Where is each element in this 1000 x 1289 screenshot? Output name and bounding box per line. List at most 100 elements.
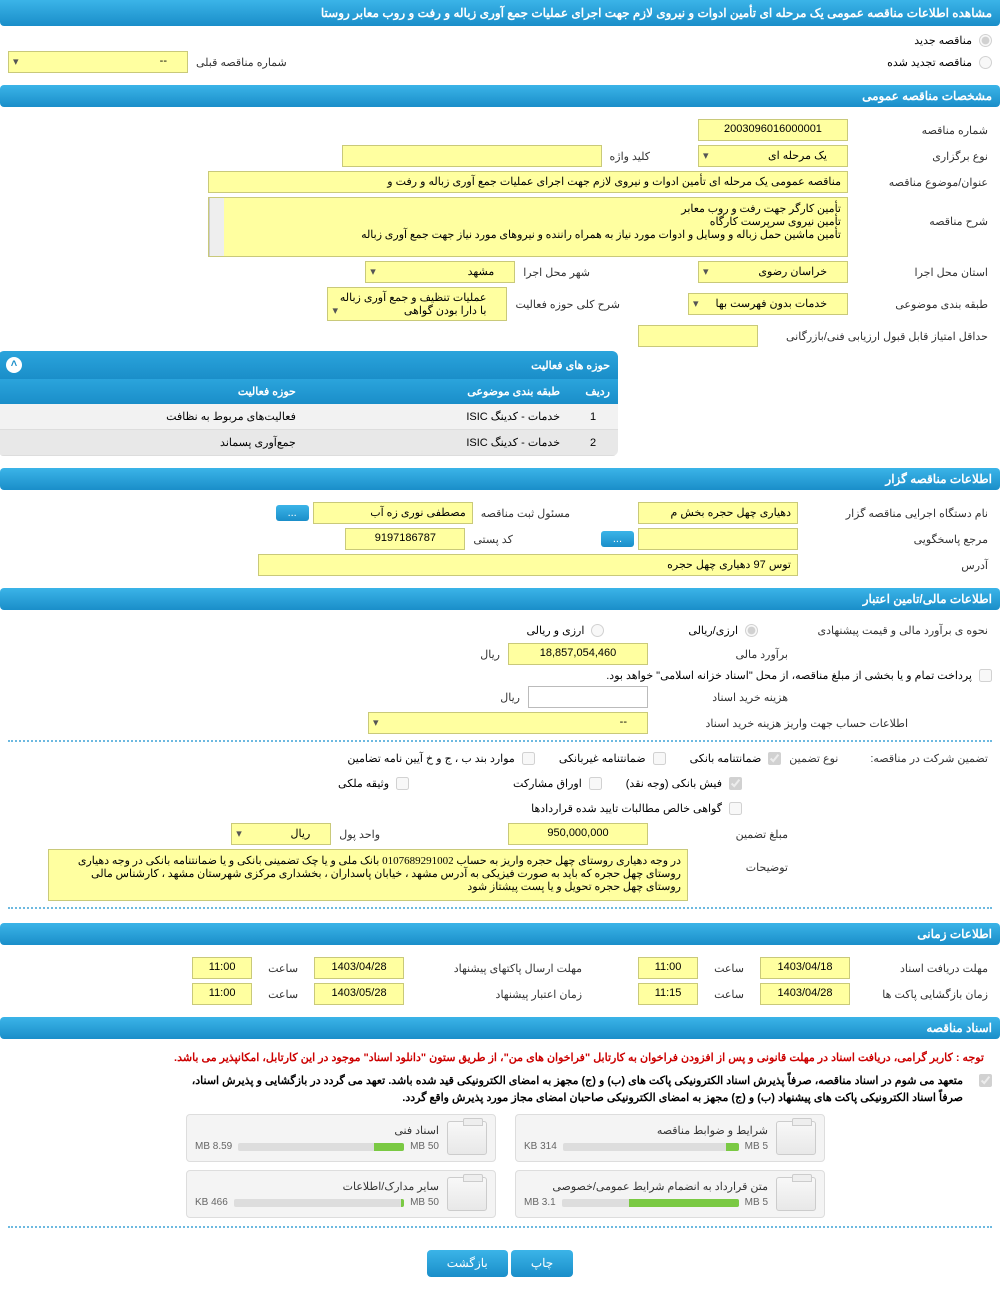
file-progress: [563, 1143, 739, 1151]
folder-icon: [776, 1177, 816, 1211]
estimate-label: برآورد مالی: [652, 646, 792, 663]
postal-field: 9197186787: [345, 528, 465, 550]
open-label: زمان بازگشایی پاکت ها: [862, 986, 992, 1003]
docs-notice-2b: صرفاً اسناد الکترونیکی پاکت های پیشنهاد …: [8, 1089, 971, 1106]
open-time: 11:15: [638, 983, 698, 1005]
file-size: 466 KB: [195, 1197, 228, 1208]
activity-scope-select[interactable]: عملیات تنظیف و جمع آوری زباله با دارا بو…: [327, 287, 507, 321]
chk-oragh[interactable]: اوراق مشارکت: [513, 777, 602, 790]
hour-label-2: ساعت: [264, 960, 302, 977]
doc-fee-field[interactable]: [528, 686, 648, 708]
file-max: 50 MB: [410, 1197, 439, 1208]
chk-melki[interactable]: وثیقه ملکی: [338, 777, 409, 790]
validity-date: 1403/05/28: [314, 983, 404, 1005]
docs-notice-2a: متعهد می شوم در اسناد مناقصه، صرفاً پذیر…: [8, 1072, 971, 1089]
guarantee-amount: 950,000,000: [508, 823, 648, 845]
guarantee-notes[interactable]: در وجه دهیاری روستای چهل حجره واریز به ح…: [48, 849, 688, 901]
folder-icon: [447, 1121, 487, 1155]
description-textarea[interactable]: تأمین کارگر جهت رفت و روب معابر تأمین نی…: [208, 197, 848, 257]
registrf-field: مصطفی نوری زه آب: [313, 502, 473, 524]
guarantee-type-label: نوع تضمین: [785, 750, 842, 767]
file-size: 3.1 MB: [524, 1197, 556, 1208]
postal-label: کد پستی: [469, 531, 516, 548]
col-category: طبقه بندی موضوعی: [304, 379, 568, 404]
subject-label: عنوان/موضوع مناقصه: [852, 174, 992, 191]
open-date: 1403/04/28: [760, 983, 850, 1005]
file-title: سایر مدارک/اطلاعات: [195, 1180, 439, 1193]
prev-number-select[interactable]: --: [8, 51, 188, 73]
registrar-more-button[interactable]: ...: [276, 505, 309, 521]
account-select[interactable]: --: [368, 712, 648, 734]
section-docs: اسناد مناقصه: [0, 1017, 1000, 1039]
participation-label: تضمین شرکت در مناقصه:: [866, 750, 992, 767]
subject-field[interactable]: مناقصه عمومی یک مرحله ای تأمین ادوات و ن…: [208, 171, 848, 193]
folder-icon: [447, 1177, 487, 1211]
org-name-label: نام دستگاه اجرایی مناقصه گزار: [802, 505, 992, 522]
file-card[interactable]: شرایط و ضوابط مناقصه 5 MB 314 KB: [515, 1114, 825, 1162]
file-max: 5 MB: [745, 1141, 768, 1152]
chk-nonbank[interactable]: ضمانتنامه غیربانکی: [559, 752, 666, 765]
registrar-label: مسئول ثبت مناقصه: [477, 505, 574, 522]
validity-label: زمان اعتبار پیشنهاد: [416, 986, 586, 1003]
chk-bjk[interactable]: موارد بند ب ، ج و خ آیین نامه تضامین: [347, 752, 534, 765]
radio-new-tender[interactable]: مناقصه جدید: [914, 34, 992, 47]
section-general: مشخصات مناقصه عمومی: [0, 85, 1000, 107]
province-select[interactable]: خراسان رضوی: [698, 261, 848, 283]
estimate-method-label: نحوه ی برآورد مالی و قیمت پیشنهادی: [762, 622, 992, 639]
table-row: 1خدمات - کدینگ ISICفعالیت‌های مربوط به ن…: [0, 404, 618, 430]
address-field[interactable]: توس 97 دهیاری چهل حجره: [258, 554, 798, 576]
radio-renewed-label: مناقصه تجدید شده: [887, 56, 972, 69]
docs-notice-1: توجه : کاربر گرامی، دریافت اسناد در مهلت…: [8, 1047, 992, 1068]
category-label: طبقه بندی موضوعی: [852, 296, 992, 313]
category-select[interactable]: خدمات بدون فهرست بها: [688, 293, 848, 315]
activity-table-title: حوزه های فعالیت: [30, 351, 618, 379]
file-progress: [234, 1199, 404, 1207]
guarantee-unit-select[interactable]: ریال: [231, 823, 331, 845]
doc-fee-label: هزینه خرید اسناد: [652, 689, 792, 706]
hour-label-4: ساعت: [264, 986, 302, 1003]
table-row: 2خدمات - کدینگ ISICجمع‌آوری پسماند: [0, 430, 618, 456]
file-size: 8.59 MB: [195, 1141, 232, 1152]
radio-arzi-va-riali[interactable]: ارزی و ریالی: [526, 624, 604, 637]
guarantee-unit-label: واحد پول: [335, 826, 384, 843]
chk-treasury[interactable]: پرداخت تمام و یا بخشی از مبلغ مناقصه، از…: [606, 669, 992, 682]
file-card[interactable]: متن قرارداد به انضمام شرایط عمومی/خصوصی …: [515, 1170, 825, 1218]
chk-contract[interactable]: گواهی خالص مطالبات تایید شده قراردادها: [531, 802, 742, 815]
city-select[interactable]: مشهد: [365, 261, 515, 283]
radio-arzi-riali[interactable]: ارزی/ریالی: [688, 624, 758, 637]
back-button[interactable]: بازگشت: [427, 1250, 508, 1277]
prev-number-label: شماره مناقصه قبلی: [192, 54, 291, 71]
col-row: ردیف: [568, 379, 618, 404]
file-progress: [238, 1143, 404, 1151]
description-label: شرح مناقصه: [852, 197, 992, 230]
org-name-field: دهیاری چهل حجره بخش م: [638, 502, 798, 524]
file-max: 5 MB: [745, 1197, 768, 1208]
section-organizer: اطلاعات مناقصه گزار: [0, 468, 1000, 490]
guarantee-amount-label: مبلغ تضمین: [652, 826, 792, 843]
radio-renewed-tender[interactable]: مناقصه تجدید شده: [887, 56, 992, 69]
print-button[interactable]: چاپ: [511, 1250, 573, 1277]
file-card[interactable]: سایر مدارک/اطلاعات 50 MB 466 KB: [186, 1170, 496, 1218]
min-score-field[interactable]: [638, 325, 758, 347]
section-finance: اطلاعات مالی/تامین اعتبار: [0, 588, 1000, 610]
chk-commit[interactable]: [979, 1074, 992, 1087]
holding-type-select[interactable]: یک مرحله ای: [698, 145, 848, 167]
keyword-field[interactable]: [342, 145, 602, 167]
contact-field[interactable]: [638, 528, 798, 550]
guarantee-notes-label: توضیحات: [692, 849, 792, 876]
chk-bank[interactable]: ضمانتنامه بانکی: [690, 752, 782, 765]
contact-more-button[interactable]: ...: [601, 531, 634, 547]
send-deadline-label: مهلت ارسال پاکتهای پیشنهاد: [416, 960, 586, 977]
receive-deadline-label: مهلت دریافت اسناد: [862, 960, 992, 977]
page-title: مشاهده اطلاعات مناقصه عمومی یک مرحله ای …: [0, 0, 1000, 26]
doc-fee-unit: ریال: [496, 689, 524, 706]
province-label: استان محل اجرا: [852, 264, 992, 281]
account-label: اطلاعات حساب جهت واریز هزینه خرید اسناد: [652, 715, 912, 732]
hour-label-3: ساعت: [710, 986, 748, 1003]
radio-new-label: مناقصه جدید: [914, 34, 972, 47]
validity-time: 11:00: [192, 983, 252, 1005]
receive-deadline-time: 11:00: [638, 957, 698, 979]
chk-fish[interactable]: فیش بانکی (وجه نقد): [626, 777, 742, 790]
collapse-toggle[interactable]: ˄: [0, 351, 30, 379]
file-card[interactable]: اسناد فنی 50 MB 8.59 MB: [186, 1114, 496, 1162]
